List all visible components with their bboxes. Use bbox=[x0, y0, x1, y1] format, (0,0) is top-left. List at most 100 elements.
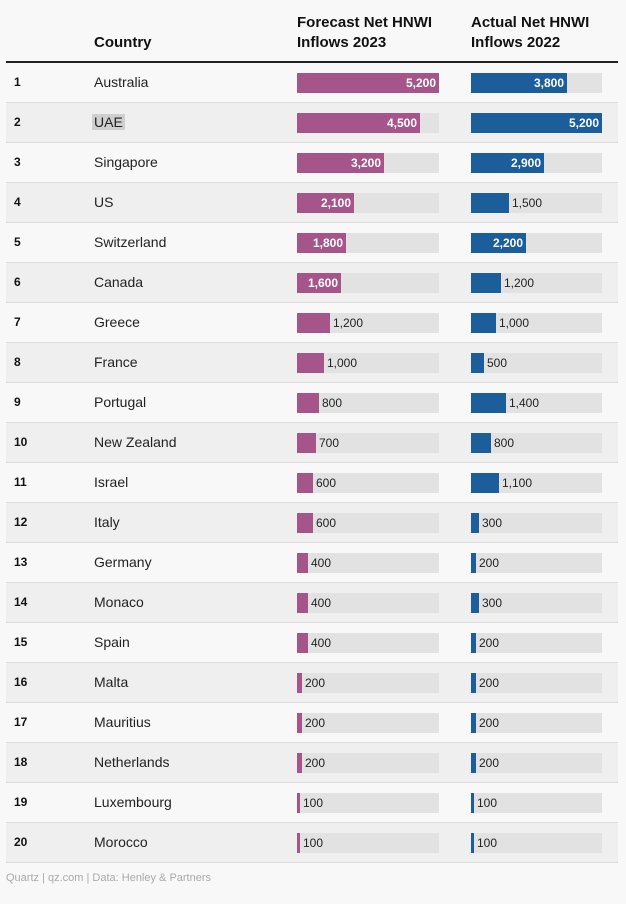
actual-bar-track: 300 bbox=[471, 593, 602, 613]
actual-bar-track: 100 bbox=[471, 793, 602, 813]
forecast-value-label: 100 bbox=[303, 836, 324, 850]
actual-value-label: 1,100 bbox=[502, 476, 533, 490]
forecast-bar bbox=[297, 553, 308, 573]
forecast-bar-track: 200 bbox=[297, 673, 439, 693]
forecast-bar bbox=[297, 233, 346, 253]
rank-label: 14 bbox=[14, 595, 28, 609]
forecast-bar bbox=[297, 753, 302, 773]
table-row: 7 Greece 1,200 1,000 bbox=[6, 303, 618, 343]
forecast-value-label: 800 bbox=[322, 396, 343, 410]
actual-bar bbox=[471, 193, 509, 213]
actual-bar-track: 1,100 bbox=[471, 473, 602, 493]
country-label: Germany bbox=[94, 554, 152, 570]
table-row: 8 France 1,000 500 bbox=[6, 343, 618, 383]
rank-label: 11 bbox=[14, 475, 27, 489]
forecast-bar bbox=[297, 313, 330, 333]
forecast-value-label: 1,600 bbox=[307, 276, 338, 290]
actual-value-label: 2,900 bbox=[510, 156, 541, 170]
rank-label: 13 bbox=[14, 555, 28, 569]
country-label: Monaco bbox=[94, 594, 144, 610]
table-row: 11 Israel 600 1,100 bbox=[6, 463, 618, 503]
forecast-bar-track: 4,500 bbox=[297, 113, 439, 133]
table-row: 16 Malta 200 200 bbox=[6, 663, 618, 703]
actual-bar bbox=[471, 153, 544, 173]
table-row: 4 US 2,100 1,500 bbox=[6, 183, 618, 223]
forecast-bar-track: 200 bbox=[297, 713, 439, 733]
forecast-bar bbox=[297, 713, 302, 733]
rank-label: 10 bbox=[14, 435, 28, 449]
forecast-value-label: 600 bbox=[316, 476, 337, 490]
forecast-bar bbox=[297, 73, 439, 93]
forecast-bar bbox=[297, 433, 316, 453]
forecast-bar bbox=[297, 593, 308, 613]
actual-bar bbox=[471, 273, 501, 293]
forecast-bar-track: 1,200 bbox=[297, 313, 439, 333]
table-row: 10 New Zealand 700 800 bbox=[6, 423, 618, 463]
rank-label: 9 bbox=[14, 395, 21, 409]
actual-value-label: 1,500 bbox=[512, 196, 543, 210]
actual-bar bbox=[471, 513, 479, 533]
country-column-header: Country bbox=[94, 34, 152, 51]
forecast-value-label: 200 bbox=[305, 716, 326, 730]
actual-bar bbox=[471, 393, 506, 413]
actual-header-line-2: Inflows 2022 bbox=[471, 34, 561, 51]
country-label: France bbox=[94, 354, 138, 370]
actual-header-line-1: Actual Net HNWI bbox=[471, 14, 590, 31]
rank-label: 19 bbox=[14, 795, 28, 809]
table-row: 5 Switzerland 1,800 2,200 bbox=[6, 223, 618, 263]
forecast-bar-track: 200 bbox=[297, 753, 439, 773]
actual-bar-track: 1,200 bbox=[471, 273, 602, 293]
actual-column-header: Actual Net HNWI Inflows 2022 bbox=[471, 13, 626, 53]
rank-label: 17 bbox=[14, 715, 28, 729]
forecast-header-line-2: Inflows 2023 bbox=[297, 34, 387, 51]
table-row: 14 Monaco 400 300 bbox=[6, 583, 618, 623]
actual-value-label: 1,000 bbox=[499, 316, 530, 330]
actual-value-label: 3,800 bbox=[533, 76, 564, 90]
forecast-value-label: 5,200 bbox=[405, 76, 436, 90]
actual-bar-track: 300 bbox=[471, 513, 602, 533]
table-row: 17 Mauritius 200 200 bbox=[6, 703, 618, 743]
actual-bar bbox=[471, 593, 479, 613]
forecast-bar-track: 800 bbox=[297, 393, 439, 413]
forecast-bar-track: 700 bbox=[297, 433, 439, 453]
forecast-value-label: 1,000 bbox=[327, 356, 358, 370]
country-label: Mauritius bbox=[94, 714, 151, 730]
rank-label: 20 bbox=[14, 835, 28, 849]
table-row: 13 Germany 400 200 bbox=[6, 543, 618, 583]
country-label: Greece bbox=[94, 314, 140, 330]
country-label: Canada bbox=[94, 274, 144, 290]
rank-label: 6 bbox=[14, 275, 21, 289]
forecast-bar-track: 1,600 bbox=[297, 273, 439, 293]
actual-value-label: 1,400 bbox=[509, 396, 540, 410]
forecast-value-label: 600 bbox=[316, 516, 337, 530]
actual-value-label: 300 bbox=[482, 596, 503, 610]
table-body: 1 Australia 5,200 3,800 2 UAE 4,500 5,200 3 Singa… bbox=[6, 63, 618, 863]
table-row: 2 UAE 4,500 5,200 bbox=[6, 103, 618, 143]
rank-label: 3 bbox=[14, 155, 21, 169]
actual-bar-track: 200 bbox=[471, 673, 602, 693]
rank-label: 2 bbox=[14, 115, 21, 129]
table-row: 6 Canada 1,600 1,200 bbox=[6, 263, 618, 303]
forecast-bar bbox=[297, 353, 324, 373]
actual-bar-track: 2,900 bbox=[471, 153, 602, 173]
table-row: 15 Spain 400 200 bbox=[6, 623, 618, 663]
actual-bar bbox=[471, 633, 476, 653]
rank-label: 7 bbox=[14, 315, 21, 329]
forecast-value-label: 1,800 bbox=[312, 236, 343, 250]
forecast-bar bbox=[297, 473, 313, 493]
actual-bar-track: 500 bbox=[471, 353, 602, 373]
forecast-value-label: 1,200 bbox=[333, 316, 364, 330]
actual-bar-track: 100 bbox=[471, 833, 602, 853]
forecast-value-label: 700 bbox=[319, 436, 340, 450]
actual-bar bbox=[471, 553, 476, 573]
actual-bar-track: 2,200 bbox=[471, 233, 602, 253]
country-label: Italy bbox=[94, 514, 120, 530]
actual-value-label: 100 bbox=[477, 836, 498, 850]
table-row: 3 Singapore 3,200 2,900 bbox=[6, 143, 618, 183]
forecast-bar bbox=[297, 273, 341, 293]
forecast-bar-track: 1,000 bbox=[297, 353, 439, 373]
actual-bar-track: 1,000 bbox=[471, 313, 602, 333]
forecast-bar-track: 100 bbox=[297, 833, 439, 853]
actual-bar bbox=[471, 793, 474, 813]
forecast-value-label: 400 bbox=[311, 556, 332, 570]
